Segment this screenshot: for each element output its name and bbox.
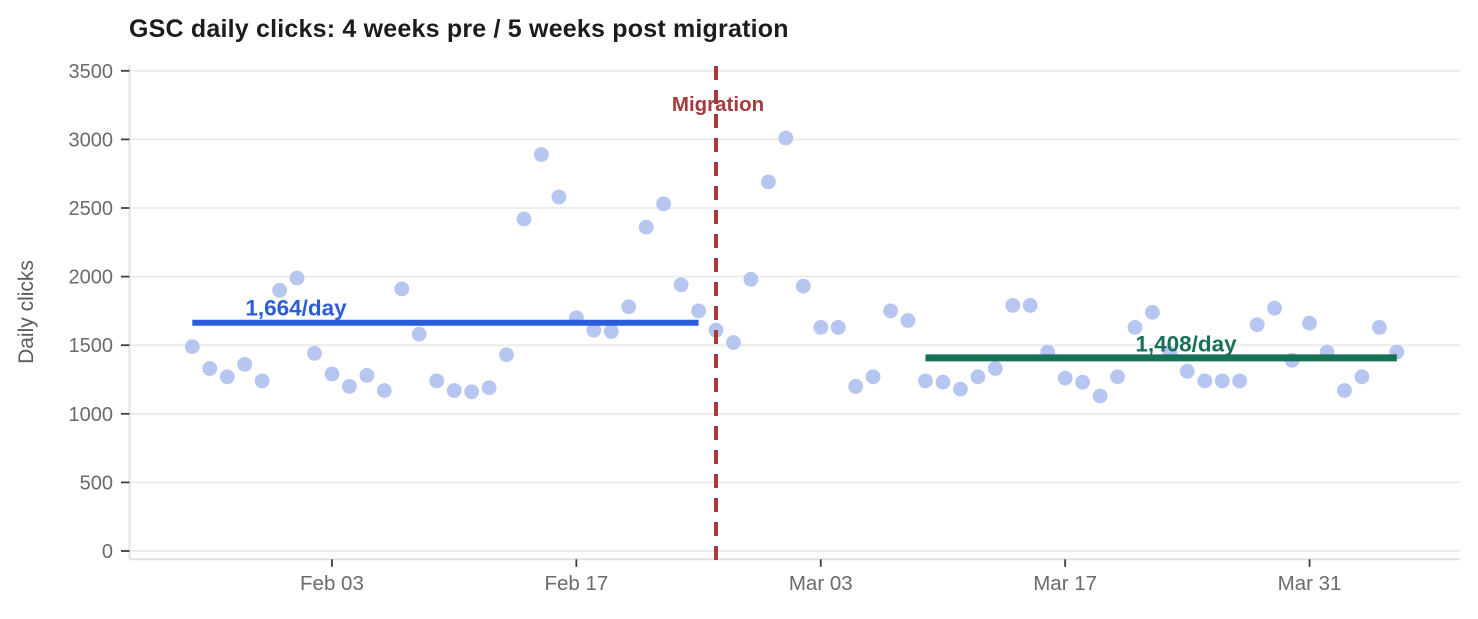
- x-tick-label: Feb 03: [300, 572, 364, 595]
- data-point: [1249, 317, 1265, 332]
- data-point: [656, 196, 671, 212]
- data-point: [289, 270, 305, 286]
- data-point: [376, 383, 392, 398]
- data-point: [446, 383, 462, 398]
- post-average-label: 1,408/day: [1135, 331, 1237, 356]
- y-tick-label: 3000: [69, 129, 114, 151]
- chart-title: GSC daily clicks: 4 weeks pre / 5 weeks …: [129, 15, 789, 43]
- data-point: [499, 347, 514, 363]
- y-tick-label: 2000: [69, 267, 114, 289]
- data-point: [673, 277, 689, 293]
- y-tick-label: 0: [102, 541, 113, 563]
- data-point: [202, 361, 218, 376]
- data-point: [883, 303, 898, 319]
- data-point: [534, 147, 549, 162]
- data-point: [795, 278, 811, 294]
- data-point: [865, 369, 881, 385]
- x-tick-label: Mar 17: [1033, 572, 1097, 595]
- data-point: [813, 320, 829, 335]
- data-point: [219, 369, 235, 385]
- data-point: [743, 271, 759, 287]
- data-point: [586, 322, 602, 338]
- x-tick-label: Mar 31: [1278, 572, 1342, 595]
- y-tick-label: 3500: [69, 61, 114, 83]
- data-point: [272, 282, 287, 298]
- data-point: [1092, 388, 1108, 404]
- data-point: [411, 326, 427, 342]
- y-tick-label: 2500: [69, 198, 114, 220]
- data-point: [516, 211, 532, 227]
- data-point: [691, 303, 706, 319]
- migration-label: Migration: [672, 93, 764, 116]
- data-point: [1197, 373, 1213, 389]
- data-point: [848, 379, 864, 394]
- data-point: [1337, 383, 1352, 398]
- data-point: [603, 324, 619, 339]
- data-point: [726, 335, 741, 350]
- data-point: [551, 189, 567, 205]
- data-point: [918, 373, 933, 389]
- data-point: [1179, 363, 1195, 379]
- data-point: [1372, 320, 1387, 335]
- data-point: [1110, 369, 1125, 385]
- data-point: [481, 380, 497, 396]
- data-point: [237, 357, 253, 372]
- data-point: [987, 361, 1003, 376]
- data-point: [429, 373, 445, 389]
- data-point: [970, 369, 986, 385]
- data-point: [1022, 298, 1038, 313]
- data-point: [1005, 298, 1021, 313]
- data-point: [307, 346, 322, 361]
- data-point: [830, 320, 846, 335]
- data-point: [1057, 370, 1073, 386]
- data-point: [324, 366, 340, 382]
- x-tick-label: Mar 03: [789, 572, 853, 595]
- data-point: [394, 281, 410, 297]
- data-point: [935, 374, 951, 390]
- data-point: [1075, 374, 1090, 390]
- data-point: [1145, 304, 1160, 320]
- data-point: [1214, 373, 1230, 389]
- data-point: [359, 368, 375, 383]
- data-point: [1232, 373, 1248, 389]
- data-point: [778, 130, 794, 146]
- data-point: [184, 339, 200, 354]
- pre-average-label: 1,664/day: [245, 296, 347, 321]
- y-tick-label: 1000: [69, 404, 114, 426]
- data-point: [761, 174, 776, 190]
- data-point: [464, 384, 479, 400]
- y-tick-label: 500: [80, 472, 113, 494]
- data-point: [900, 313, 916, 328]
- x-tick-label: Feb 17: [544, 572, 608, 595]
- data-point: [638, 219, 654, 235]
- data-point: [1354, 369, 1370, 385]
- data-point: [1267, 300, 1282, 316]
- data-point: [953, 381, 968, 397]
- data-point: [1127, 320, 1143, 335]
- y-tick-label: 1500: [69, 335, 114, 357]
- data-point: [254, 373, 270, 389]
- data-point: [621, 299, 637, 315]
- data-point: [342, 379, 357, 394]
- data-point: [1302, 315, 1317, 331]
